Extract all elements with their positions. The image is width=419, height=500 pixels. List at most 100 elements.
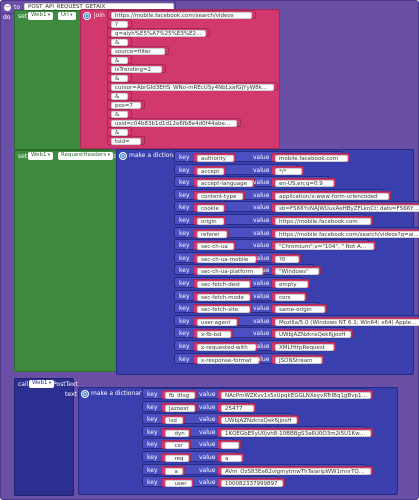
value-text-block[interactable] — [217, 440, 241, 450]
join-part-text[interactable]: & — [111, 111, 129, 118]
pair-value[interactable]: ?0 — [275, 255, 299, 263]
value-text-block[interactable]: UWbjAZNzknsQek6jjosH — [217, 415, 299, 425]
pair-key[interactable]: __dyn — [165, 429, 189, 437]
pair-key[interactable]: sec-fetch-dest — [197, 281, 250, 288]
dictionary-pair[interactable]: key referer value https://mobile.facebook.c… — [174, 226, 419, 238]
dictionary-pair[interactable]: key lsd value UWbjAZNzknsQek6jjosH — [142, 413, 299, 425]
pair-key[interactable]: authority — [197, 155, 234, 162]
value-text-block[interactable]: JSONStream — [271, 354, 324, 364]
pair-value[interactable]: NAcPmWZKvv1s5sUpqkEGGLNXeyvRTrIBq1gBvp1w… — [221, 392, 371, 399]
join-part-text[interactable]: isTrending=2 — [111, 66, 163, 73]
value-text-block[interactable]: XMLHttpRequest — [271, 342, 336, 351]
pair-value[interactable]: XMLHttpRequest — [275, 344, 334, 351]
value-text-block[interactable]: UWbjAZNzknsQek6jjosH — [271, 329, 353, 339]
join-part-block[interactable]: & — [107, 55, 133, 64]
dictionary-pair[interactable]: key sec-ch-ua-mobile value ?0 — [174, 251, 301, 263]
key-text-block[interactable]: x-response-format — [193, 354, 262, 364]
component-select[interactable]: Web1 — [29, 380, 55, 388]
join-part-text[interactable]: usid=c04b83b1d1d12e6fb8e4d0f44abe233 — [111, 120, 237, 127]
gear-icon[interactable]: ⚙ — [81, 390, 89, 398]
component-select[interactable]: Web1 — [28, 12, 54, 20]
join-part-text[interactable]: & — [111, 129, 129, 136]
dictionary-pair[interactable]: key accept value */* — [174, 163, 304, 175]
join-part-block[interactable]: source=filter — [107, 46, 170, 55]
key-text-block[interactable]: x-fb-lsd — [193, 329, 233, 339]
key-text-block[interactable]: accept-language — [193, 178, 255, 188]
key-text-block[interactable]: fb_dtsg — [161, 390, 198, 399]
key-text-block[interactable]: cookie — [193, 203, 227, 213]
pair-value[interactable]: */* — [275, 167, 302, 175]
join-part-block[interactable]: ? — [107, 19, 133, 28]
dictionary-pair[interactable]: key user-agent value Mozilla/5.0 (Windows N… — [174, 314, 419, 326]
property-select[interactable]: RequestHeaders — [58, 152, 113, 160]
pair-value[interactable]: "Windows" — [275, 268, 320, 276]
call-posttext-block[interactable]: call Web1 PostText text — [14, 378, 78, 496]
value-text-block[interactable]: same-origin — [271, 304, 327, 314]
dictionary-pair[interactable]: key sec-fetch-mode value cors — [174, 289, 307, 301]
key-text-block[interactable]: origin — [193, 216, 227, 225]
dictionary-pair[interactable]: key fb_dtsg value NAcPmWZKvv1s5sUpqkEGGLNXe… — [142, 388, 373, 399]
key-text-block[interactable]: sec-fetch-site — [193, 304, 252, 314]
join-part-text[interactable]: & — [111, 39, 129, 46]
value-text-block[interactable]: */* — [271, 165, 304, 175]
value-text-block[interactable]: NAcPmWZKvv1s5sUpqkEGGLNXeyvRTrIBq1gBvp1w… — [217, 390, 373, 399]
pair-value[interactable]: application/x-www-form-urlencoded — [275, 192, 389, 200]
value-text-block[interactable]: application/x-www-form-urlencoded — [271, 190, 391, 200]
pair-value[interactable]: "Chromium";v="104", " Not A… — [275, 243, 375, 251]
dictionary-pair[interactable]: key accept-language value en-US,en;q=0.9 — [174, 176, 336, 188]
pair-key[interactable]: __a — [165, 467, 183, 475]
pair-key[interactable]: user-agent — [197, 318, 237, 326]
join-part-block[interactable]: cursor=AbrGId3EHS_WNo-mREcUSy4NbLxafGjYy… — [107, 82, 278, 91]
pair-value[interactable]: empty — [275, 281, 308, 288]
key-text-block[interactable]: __user — [161, 478, 195, 488]
pair-key[interactable]: jazoest — [165, 404, 196, 412]
join-part-text[interactable]: ? — [111, 21, 129, 28]
key-text-block[interactable]: sec-ch-ua-mobile — [193, 253, 259, 263]
pair-value[interactable]: UWbjAZNzknsQek6jjosH — [221, 417, 297, 425]
key-text-block[interactable]: __csr — [161, 440, 191, 450]
value-text-block[interactable]: AVm_OzS83Ee62vlgmytmwThTaiaripWW1mnrTQe0… — [217, 465, 373, 475]
value-text-block[interactable]: a — [217, 453, 244, 462]
key-text-block[interactable]: x-requested-with — [193, 342, 259, 351]
join-part-text[interactable]: cursor=AbrGId3EHS_WNo-mREcUSy4NbLxafGjYy… — [111, 84, 274, 91]
pair-key[interactable]: accept-language — [197, 180, 253, 188]
join-part-block[interactable]: pos=7 — [107, 100, 145, 109]
pair-value[interactable]: AVm_OzS83Ee62vlgmytmwThTaiaripWW1mnrTQe0… — [221, 467, 371, 475]
key-text-block[interactable]: lsd — [161, 415, 185, 425]
value-text-block[interactable]: 1KQEGbE5yU0jvh8-10BBBgS3a6U0O3m2i5U1Kw9y… — [217, 427, 373, 437]
key-text-block[interactable]: accept — [193, 165, 227, 175]
dictionary-pair[interactable]: key cookie value sb=F566YsNAJWUuxAeHByZFLkn… — [174, 201, 419, 213]
value-text-block[interactable]: en-US,en;q=0.9 — [271, 178, 336, 188]
pair-value[interactable]: UWbjAZNzknsQek6jjosH — [275, 331, 351, 339]
pair-key[interactable]: x-response-format — [197, 356, 260, 364]
join-part-block[interactable]: q=aiyh%E5%A7%25%E3%E20ukeu — [107, 28, 210, 37]
dictionary-pair[interactable]: key __req value a — [142, 451, 244, 462]
value-text-block[interactable]: https://mobile.facebook.com/search/video… — [271, 228, 419, 238]
join-part-block[interactable]: & — [107, 73, 133, 82]
value-text-block[interactable]: https://mobile.facebook.com — [271, 216, 374, 225]
component-select[interactable]: Web1 — [28, 152, 54, 160]
pair-key[interactable]: accept — [197, 167, 225, 175]
join-part-block[interactable]: https://mobile.facebook.com/search/video… — [107, 10, 257, 19]
value-text-block[interactable]: 100082337999897 — [217, 478, 285, 488]
pair-key[interactable]: fb_dtsg — [165, 392, 196, 399]
pair-value[interactable]: 25477 — [221, 404, 254, 412]
dictionary-pair[interactable]: key x-fb-lsd value UWbjAZNzknsQek6jjosH — [174, 327, 353, 339]
key-text-block[interactable]: content-type — [193, 190, 246, 200]
key-text-block[interactable]: __dyn — [161, 427, 191, 437]
dictionary-pair[interactable]: key x-response-format value JSONStream — [174, 352, 324, 364]
join-part-text[interactable]: pos=7 — [111, 102, 141, 109]
dictionary-pair[interactable]: key sec-ch-ua-platform value "Windows" — [174, 264, 322, 276]
pair-key[interactable]: referer — [197, 230, 228, 238]
join-part-block[interactable]: usid=c04b83b1d1d12e6fb8e4d0f44abe233 — [107, 118, 241, 127]
dictionary-pair[interactable]: key __dyn value 1KQEGbE5yU0jvh8-10BBBgS3a6U… — [142, 425, 373, 437]
value-text-block[interactable]: sb=F566YsNAJWUuxAeHByZFLknCt; dats=F566Y… — [271, 203, 419, 213]
collapse-icon[interactable]: − — [4, 3, 11, 11]
pair-key[interactable]: sec-fetch-mode — [197, 293, 250, 301]
dictionary-pair[interactable]: key sec-fetch-site value same-origin — [174, 302, 327, 314]
key-text-block[interactable]: __req — [161, 453, 191, 462]
pair-value[interactable]: mobile.facebook.com — [275, 155, 349, 162]
value-text-block[interactable]: cors — [271, 291, 307, 301]
pair-key[interactable]: __user — [165, 480, 193, 488]
dictionary-pair[interactable]: key origin value https://mobile.facebook.co… — [174, 214, 374, 225]
